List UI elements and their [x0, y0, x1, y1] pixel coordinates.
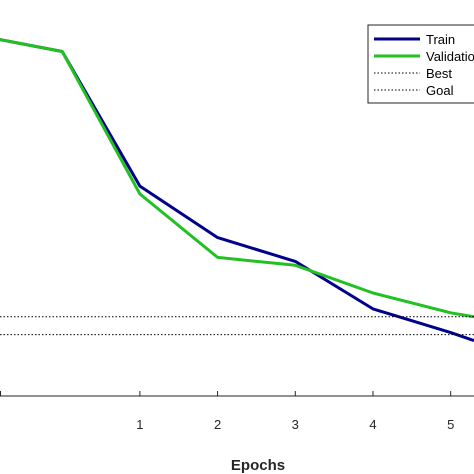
x-tick-label: 2 — [214, 417, 221, 432]
legend-label: Goal — [426, 83, 454, 98]
x-axis: 1 2 3 4 5 — [0, 391, 474, 432]
x-tick-label: 3 — [292, 417, 299, 432]
legend-box — [367, 24, 474, 104]
series-line-validation — [0, 38, 474, 319]
legend-label: Validation — [426, 49, 474, 64]
legend-label: Train — [426, 32, 455, 47]
x-tick-label: 5 — [447, 417, 454, 432]
x-axis-label: Epochs — [231, 457, 285, 474]
plot-area — [0, 38, 474, 343]
legend-label: Best — [426, 66, 452, 81]
legend: Train Validation Best Goal — [367, 24, 474, 104]
x-tick-label: 1 — [136, 417, 143, 432]
x-tick-label: 4 — [369, 417, 376, 432]
